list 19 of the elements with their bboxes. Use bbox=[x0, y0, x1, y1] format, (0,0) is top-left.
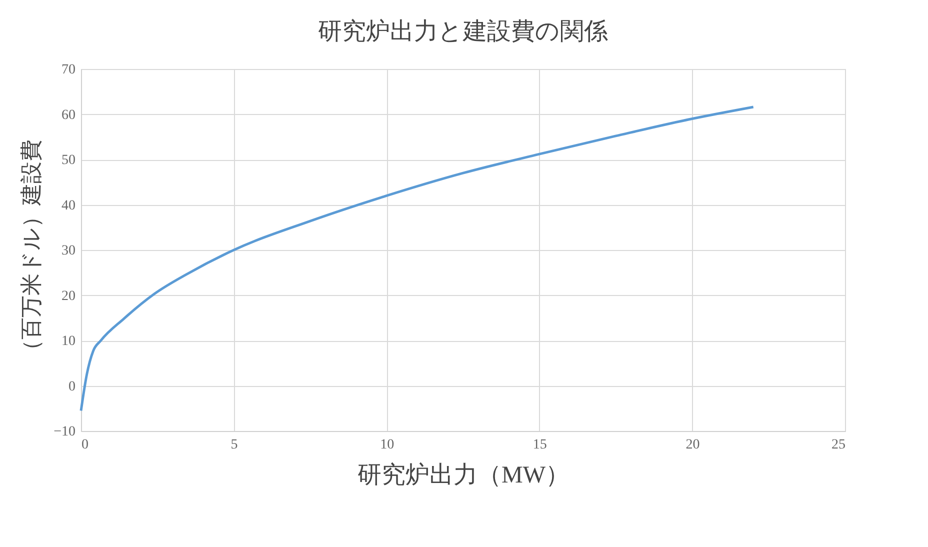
y-tick-label: 20 bbox=[62, 288, 76, 304]
chart-title: 研究炉出力と建設費の関係 bbox=[318, 18, 608, 45]
y-tick-label: 0 bbox=[68, 379, 76, 394]
x-axis-title: 研究炉出力（MW） bbox=[358, 462, 570, 488]
x-tick-label: 5 bbox=[230, 438, 238, 452]
x-tick-label: 15 bbox=[532, 438, 547, 452]
x-tick-label: 25 bbox=[832, 438, 846, 452]
y-tick-label: 30 bbox=[62, 244, 76, 258]
y-tick-label: −10 bbox=[54, 424, 76, 440]
y-tick-label: 50 bbox=[62, 153, 76, 168]
x-tick-label: 20 bbox=[686, 438, 700, 452]
y-tick-label: 60 bbox=[62, 108, 76, 123]
x-tick-label: 10 bbox=[380, 438, 394, 452]
y-axis-title: （百万米ドル）建設費 bbox=[18, 140, 44, 362]
x-tick-label: 0 bbox=[82, 438, 88, 452]
y-tick-label: 40 bbox=[62, 198, 76, 214]
line-series bbox=[80, 106, 755, 412]
y-tick-label: 70 bbox=[62, 62, 76, 78]
y-tick-label: 10 bbox=[62, 334, 76, 349]
